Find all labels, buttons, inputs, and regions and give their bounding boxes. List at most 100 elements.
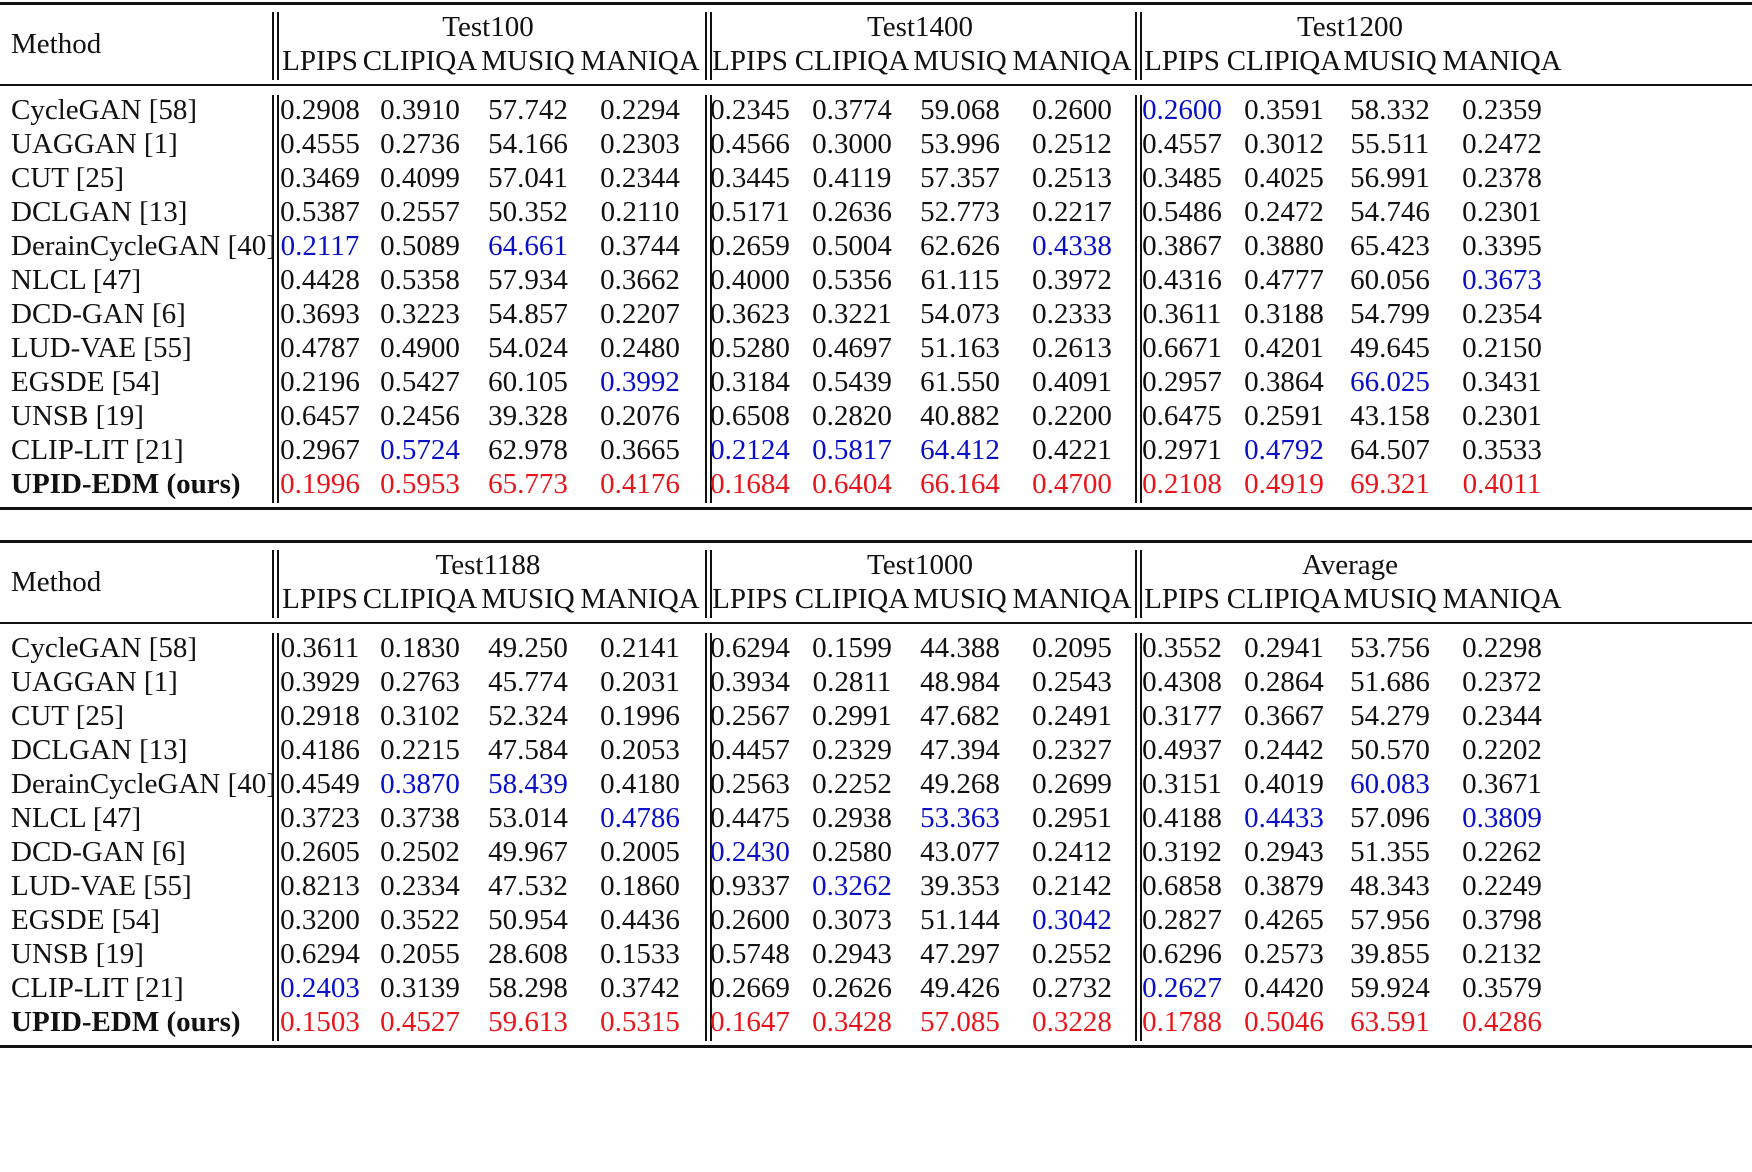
table-cell: 49.426 [920, 972, 1000, 1004]
metric-header: LPIPS [282, 583, 358, 615]
table-cell: 64.507 [1350, 434, 1430, 466]
table-cell: 0.3102 [380, 700, 460, 732]
table-cell: 0.4308 [1142, 666, 1222, 698]
table-cell: 0.3665 [600, 434, 680, 466]
table-cell: 0.3000 [812, 128, 892, 160]
table-cell: 0.2303 [600, 128, 680, 160]
table-cell: 0.4180 [600, 768, 680, 800]
table-cell: 0.3428 [812, 1006, 892, 1038]
table-cell: 0.2207 [600, 298, 680, 330]
table-cell: 0.1788 [1142, 1006, 1222, 1038]
metric-header: CLIPIQA [794, 583, 910, 615]
table-cell: 0.2200 [1032, 400, 1112, 432]
table-cell: 0.5171 [710, 196, 790, 228]
table-cell: 0.4000 [710, 264, 790, 296]
table-cell: 0.6296 [1142, 938, 1222, 970]
table-cell: 0.2108 [1142, 468, 1222, 500]
table-cell: 54.073 [920, 298, 1000, 330]
table-cell: 0.3611 [1142, 298, 1222, 330]
table-cell: 0.2117 [280, 230, 360, 262]
table-cell: 0.6404 [812, 468, 892, 500]
column-separator [710, 550, 712, 618]
table-cell: 0.4176 [600, 468, 680, 500]
table-cell: 0.2699 [1032, 768, 1112, 800]
table-cell: 0.4433 [1244, 802, 1324, 834]
table-cell: 66.164 [920, 468, 1000, 500]
table-cell: 0.3673 [1462, 264, 1542, 296]
table-cell: 0.3184 [710, 366, 790, 398]
table-cell: 0.4777 [1244, 264, 1324, 296]
column-separator [705, 633, 707, 1041]
table-cell: 0.5439 [812, 366, 892, 398]
column-separator [1135, 550, 1137, 618]
method-name: NLCL [47] [11, 264, 142, 296]
table-cell: 0.2334 [380, 870, 460, 902]
table-cell: 0.3485 [1142, 162, 1222, 194]
table-cell: 0.4091 [1032, 366, 1112, 398]
table-cell: 0.2957 [1142, 366, 1222, 398]
table-cell: 0.5427 [380, 366, 460, 398]
table-cell: 0.2967 [280, 434, 360, 466]
table-cell: 0.2943 [812, 938, 892, 970]
table-cell: 0.3972 [1032, 264, 1112, 296]
table-cell: 0.2301 [1462, 400, 1542, 432]
table-cell: 0.2329 [812, 734, 892, 766]
table-cell: 0.2430 [710, 836, 790, 868]
table-cell: 0.2262 [1462, 836, 1542, 868]
table-cell: 0.2827 [1142, 904, 1222, 936]
table-cell: 52.773 [920, 196, 1000, 228]
table-cell: 0.2472 [1462, 128, 1542, 160]
dataset-header: Average [1301, 549, 1399, 581]
table-cell: 28.608 [488, 938, 568, 970]
column-separator [1140, 95, 1142, 503]
table-cell: 50.570 [1350, 734, 1430, 766]
method-name: DCLGAN [13] [11, 196, 188, 228]
table-cell: 47.682 [920, 700, 1000, 732]
table-cell: 0.3910 [380, 94, 460, 126]
method-name: DerainCycleGAN [40] [11, 768, 276, 800]
table-cell: 0.3742 [600, 972, 680, 1004]
table-cell: 0.3870 [380, 768, 460, 800]
table-cell: 0.3723 [280, 802, 360, 834]
table-cell: 0.2345 [710, 94, 790, 126]
metric-header: MUSIQ [913, 45, 1007, 77]
table-cell: 0.2480 [600, 332, 680, 364]
table-cell: 0.1647 [710, 1006, 790, 1038]
method-name: LUD-VAE [55] [11, 332, 192, 364]
table-cell: 0.5004 [812, 230, 892, 262]
table-cell: 0.4792 [1244, 434, 1324, 466]
table-cell: 0.2820 [812, 400, 892, 432]
table-cell: 0.2456 [380, 400, 460, 432]
table-cell: 0.2403 [280, 972, 360, 1004]
metric-header: CLIPIQA [362, 583, 478, 615]
table-cell: 0.4025 [1244, 162, 1324, 194]
table-cell: 0.2580 [812, 836, 892, 868]
column-separator [277, 95, 279, 503]
table-cell: 59.068 [920, 94, 1000, 126]
table-cell: 0.2095 [1032, 632, 1112, 664]
metric-header: MANIQA [580, 583, 700, 615]
metric-header: MUSIQ [1343, 45, 1437, 77]
table-cell: 0.2055 [380, 938, 460, 970]
table-cell: 53.363 [920, 802, 1000, 834]
table-cell: 0.3693 [280, 298, 360, 330]
table-cell: 0.3929 [280, 666, 360, 698]
table-cell: 0.2513 [1032, 162, 1112, 194]
metric-header: LPIPS [1144, 583, 1220, 615]
table-cell: 0.4265 [1244, 904, 1324, 936]
metric-header: LPIPS [1144, 45, 1220, 77]
table-cell: 0.2732 [1032, 972, 1112, 1004]
table-cell: 0.5387 [280, 196, 360, 228]
table-cell: 58.439 [488, 768, 568, 800]
table-cell: 0.3662 [600, 264, 680, 296]
header-rule [0, 84, 1752, 86]
table-cell: 58.332 [1350, 94, 1430, 126]
table-cell: 0.3533 [1462, 434, 1542, 466]
column-separator [1140, 12, 1142, 80]
method-name: UAGGAN [1] [11, 128, 178, 160]
table-cell: 0.2150 [1462, 332, 1542, 364]
table-cell: 0.2864 [1244, 666, 1324, 698]
table-cell: 0.2626 [812, 972, 892, 1004]
table-cell: 0.5358 [380, 264, 460, 296]
table-cell: 51.144 [920, 904, 1000, 936]
